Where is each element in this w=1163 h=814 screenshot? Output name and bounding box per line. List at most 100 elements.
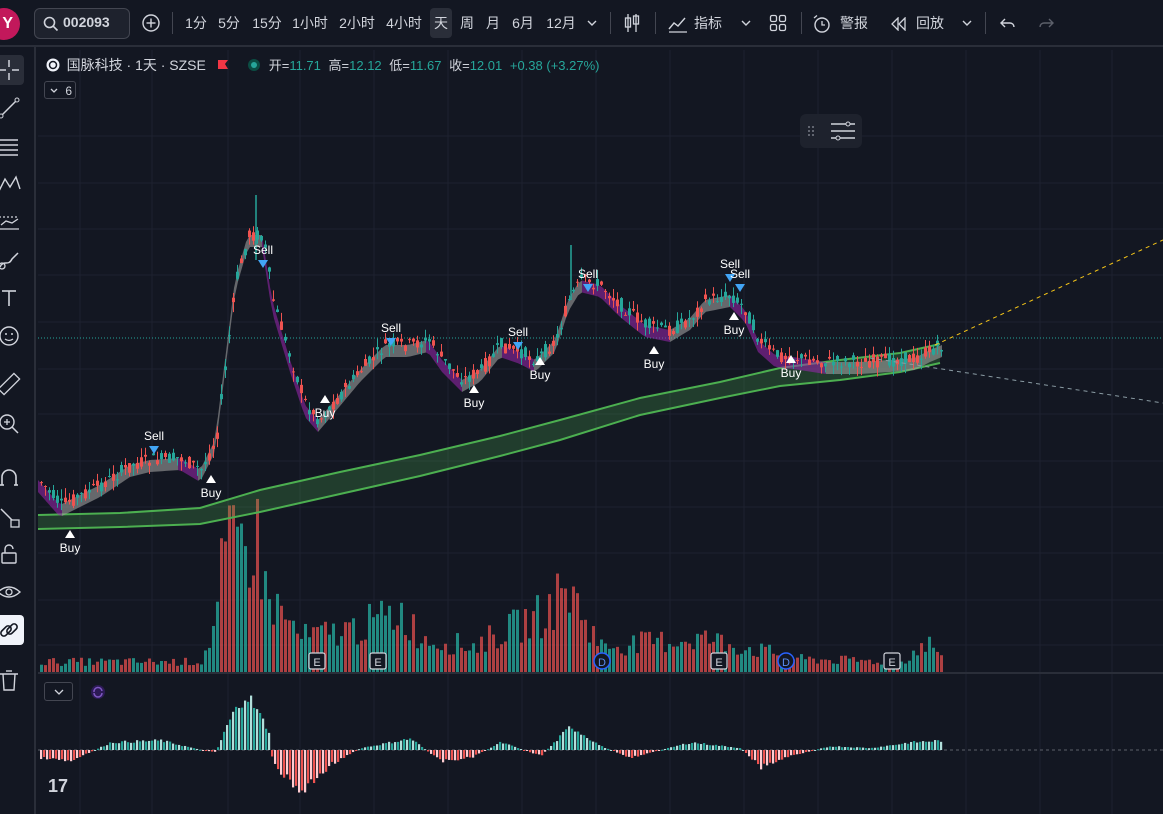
forecast-tool[interactable] — [0, 207, 24, 237]
macd-bar — [358, 749, 361, 751]
indicators-button[interactable]: 指标 — [668, 8, 730, 38]
alert-button[interactable]: 警报 — [812, 8, 874, 38]
fib-tool[interactable] — [0, 131, 24, 161]
macd-collapse-button[interactable] — [44, 682, 73, 701]
macd-bar — [205, 750, 208, 751]
candle-body — [668, 325, 671, 336]
timeframe-month[interactable]: 月 — [486, 15, 500, 31]
volume-bar — [624, 655, 627, 672]
timeframe-2h[interactable]: 2小时 — [339, 15, 375, 31]
volume-bar — [288, 620, 291, 672]
macd-bar — [253, 707, 256, 750]
pattern-tool[interactable] — [0, 169, 24, 199]
timeframe-6month[interactable]: 6月 — [512, 15, 534, 31]
replay-dropdown[interactable] — [959, 8, 975, 38]
macd-bar — [466, 750, 469, 757]
indicators-dropdown[interactable] — [738, 8, 754, 38]
chart-type-button[interactable] — [620, 8, 644, 38]
symbol-title[interactable]: 国脉科技 · 1天 · SZSE — [66, 57, 206, 73]
timeframe-12month[interactable]: 12月 — [546, 15, 576, 31]
candle-body — [868, 360, 871, 368]
timeframe-5min[interactable]: 5分 — [218, 15, 240, 31]
macd-bar — [682, 743, 685, 750]
timeframe-4h[interactable]: 4小时 — [386, 15, 422, 31]
volume-bar — [476, 652, 479, 672]
lock-drawings-tool[interactable] — [0, 539, 24, 569]
volume-bar — [628, 645, 631, 672]
crosshair-tool[interactable] — [0, 55, 24, 85]
macd-bar — [565, 729, 568, 750]
macd-bar — [787, 750, 790, 758]
ma-cloud-segment — [498, 345, 502, 360]
macd-bar — [514, 746, 517, 750]
timeframe-1min[interactable]: 1分 — [185, 15, 207, 31]
candle-body — [220, 394, 223, 400]
floating-menu[interactable] — [800, 114, 862, 148]
candle-body — [832, 361, 835, 366]
candle-body — [188, 456, 191, 469]
sync-drawings-tool[interactable] — [0, 615, 24, 645]
symbol-search-box[interactable]: 002093 — [34, 8, 130, 39]
user-avatar[interactable]: Y — [0, 8, 20, 40]
macd-bar — [886, 745, 889, 750]
candle-body — [88, 489, 91, 493]
trend-line-tool[interactable] — [0, 93, 24, 123]
stay-in-drawing-tool[interactable] — [0, 502, 24, 532]
replay-button[interactable]: 回放 — [890, 8, 952, 38]
flag-icon[interactable] — [217, 59, 229, 71]
chevron-down-icon — [54, 689, 64, 695]
volume-bar — [528, 638, 531, 672]
macd-bar — [760, 750, 763, 770]
macd-bar — [445, 750, 448, 760]
macd-bar — [889, 745, 892, 750]
candle-body — [440, 351, 443, 357]
candle-body — [224, 366, 227, 371]
text-tool[interactable] — [0, 283, 24, 313]
volume-bar — [360, 640, 363, 672]
ruler-tool[interactable] — [0, 369, 24, 399]
timeframe-week[interactable]: 周 — [460, 15, 474, 31]
ma-cloud-segment — [438, 354, 442, 372]
hide-drawings-tool[interactable] — [0, 577, 24, 607]
buy-signal-arrow — [649, 346, 659, 354]
volume-bar — [860, 659, 863, 672]
macd-bar — [85, 750, 88, 754]
timeframe-day[interactable]: 天 — [430, 8, 452, 38]
compare-add-button[interactable] — [139, 8, 163, 38]
timeframe-dropdown[interactable] — [583, 8, 601, 38]
ma-cloud-segment — [382, 345, 386, 360]
magnet-tool[interactable] — [0, 463, 24, 493]
volume-bar — [228, 505, 231, 672]
candle-body — [412, 338, 415, 342]
remove-drawings-tool[interactable] — [0, 665, 24, 695]
timeframe-15min[interactable]: 15分 — [252, 15, 282, 31]
indicators-collapse-button[interactable]: 6 — [44, 81, 76, 99]
drag-handle-icon[interactable] — [806, 124, 816, 138]
undo-button[interactable] — [996, 8, 1020, 38]
macd-bar — [400, 740, 403, 750]
candle-body — [876, 356, 879, 368]
volume-bar — [100, 658, 103, 672]
candle-body — [84, 489, 87, 499]
macd-bar — [193, 748, 196, 750]
volume-bar — [192, 665, 195, 672]
emoji-tool[interactable] — [0, 321, 24, 351]
refresh-icon[interactable] — [89, 683, 107, 701]
indicators-icon — [668, 17, 687, 33]
timeframe-1h[interactable]: 1小时 — [292, 15, 328, 31]
candle-body — [384, 339, 387, 344]
candle-body — [548, 351, 551, 354]
macd-bar — [883, 746, 886, 750]
layout-button[interactable] — [766, 8, 790, 38]
zoom-tool[interactable] — [0, 409, 24, 439]
ma-cloud-segment — [398, 345, 402, 357]
dividend-marker-label: D — [782, 657, 790, 669]
volume-bar — [812, 658, 815, 672]
menu-lines-icon[interactable] — [830, 121, 856, 141]
redo-button[interactable] — [1034, 8, 1058, 38]
volume-bar — [304, 623, 307, 672]
ma-cloud-segment — [662, 328, 666, 342]
candle-body — [776, 350, 779, 357]
brush-tool[interactable] — [0, 245, 24, 275]
